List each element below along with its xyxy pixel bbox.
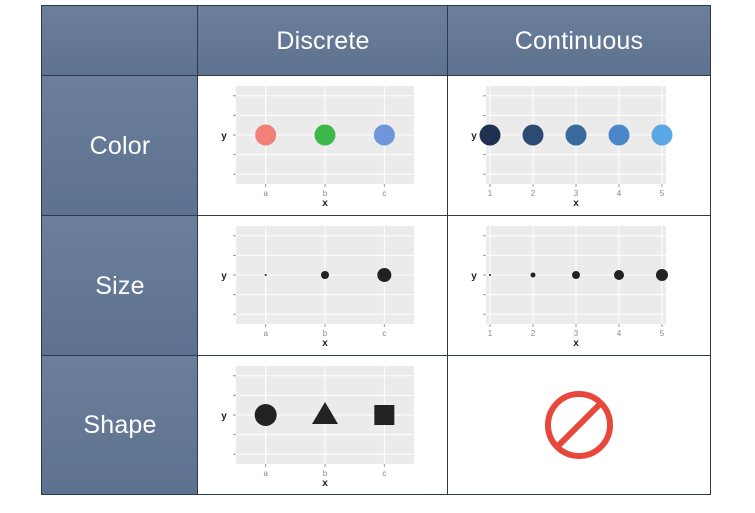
row-label-shape: Shape	[83, 410, 157, 439]
plot-cell-shape-continuous	[448, 356, 710, 494]
x-axis-label: x	[573, 338, 579, 349]
row-label-size: Size	[95, 271, 145, 300]
mini-plot: a b c x y	[221, 366, 414, 489]
mini-plot: 1 2 3 4 5 x y	[471, 226, 668, 349]
x-tick-label: 5	[660, 189, 665, 198]
x-tick-label: 5	[660, 329, 665, 338]
data-point	[264, 274, 267, 276]
x-tick-label: a	[263, 189, 268, 198]
x-axis-label: x	[322, 198, 328, 209]
data-point	[608, 124, 630, 146]
data-point	[373, 124, 395, 146]
x-tick-label: b	[323, 329, 328, 338]
x-tick-label: 1	[488, 189, 493, 198]
header-label-continuous: Continuous	[514, 26, 644, 55]
header-cell-discrete: Discrete	[198, 6, 448, 76]
row-header-size: Size	[42, 216, 198, 356]
plot-cell-size-continuous: 1 2 3 4 5 x y	[448, 216, 710, 356]
grid-divider	[42, 215, 710, 216]
data-point	[479, 124, 501, 146]
data-point	[522, 124, 544, 146]
header-cell-continuous: Continuous	[448, 6, 710, 76]
y-axis-label: y	[471, 131, 477, 142]
x-tick-label: b	[323, 469, 328, 478]
corner-header-cell	[42, 6, 198, 76]
plot-cell-shape-discrete: a b c x y	[198, 356, 448, 494]
grid-divider	[42, 75, 710, 76]
x-tick-label: 4	[617, 189, 622, 198]
x-tick-label: c	[382, 329, 386, 338]
prohibited-icon	[545, 391, 613, 459]
x-axis-label: x	[573, 198, 579, 209]
data-point	[651, 124, 673, 146]
x-tick-label: c	[382, 189, 386, 198]
x-tick-label: c	[382, 469, 386, 478]
y-axis-label: y	[221, 131, 227, 142]
x-axis-label: x	[322, 338, 328, 349]
x-tick-label: 1	[488, 329, 493, 338]
data-point	[656, 269, 668, 281]
grid-divider	[42, 355, 710, 356]
grid-divider	[197, 6, 198, 494]
data-point	[565, 124, 587, 146]
header-label-discrete: Discrete	[276, 26, 370, 55]
x-tick-label: a	[263, 329, 268, 338]
row-header-shape: Shape	[42, 356, 198, 494]
row-label-color: Color	[89, 131, 151, 160]
mini-plot: 1 2 3 4 5 x y	[471, 86, 673, 209]
data-point	[254, 404, 277, 426]
data-point	[374, 405, 395, 425]
x-tick-label: 3	[574, 189, 579, 198]
y-axis-label: y	[471, 271, 477, 282]
y-axis-label: y	[221, 411, 227, 422]
grid-divider	[447, 6, 448, 494]
data-point	[530, 272, 536, 278]
data-point	[489, 274, 491, 276]
y-axis-label: y	[221, 271, 227, 282]
x-tick-label: 4	[617, 329, 622, 338]
data-point	[255, 124, 277, 146]
data-point	[614, 270, 624, 280]
data-point	[312, 402, 338, 424]
x-tick-label: b	[323, 189, 328, 198]
mini-plot: a b c x y	[221, 226, 414, 349]
x-axis-label: x	[322, 478, 328, 489]
x-tick-label: a	[263, 469, 268, 478]
x-tick-label: 2	[531, 189, 536, 198]
data-point	[572, 271, 580, 279]
x-tick-label: 3	[574, 329, 579, 338]
aesthetics-table: Discrete Continuous Color Size Shape a b c…	[41, 5, 711, 495]
x-tick-label: 2	[531, 329, 536, 338]
plot-cell-color-continuous: 1 2 3 4 5 x y	[448, 76, 710, 216]
plot-cell-size-discrete: a b c x y	[198, 216, 448, 356]
data-point	[377, 268, 392, 282]
data-point	[314, 124, 336, 146]
row-header-color: Color	[42, 76, 198, 216]
mini-plot: a b c x y	[221, 86, 414, 209]
data-point	[321, 271, 329, 279]
plot-cell-color-discrete: a b c x y	[198, 76, 448, 216]
